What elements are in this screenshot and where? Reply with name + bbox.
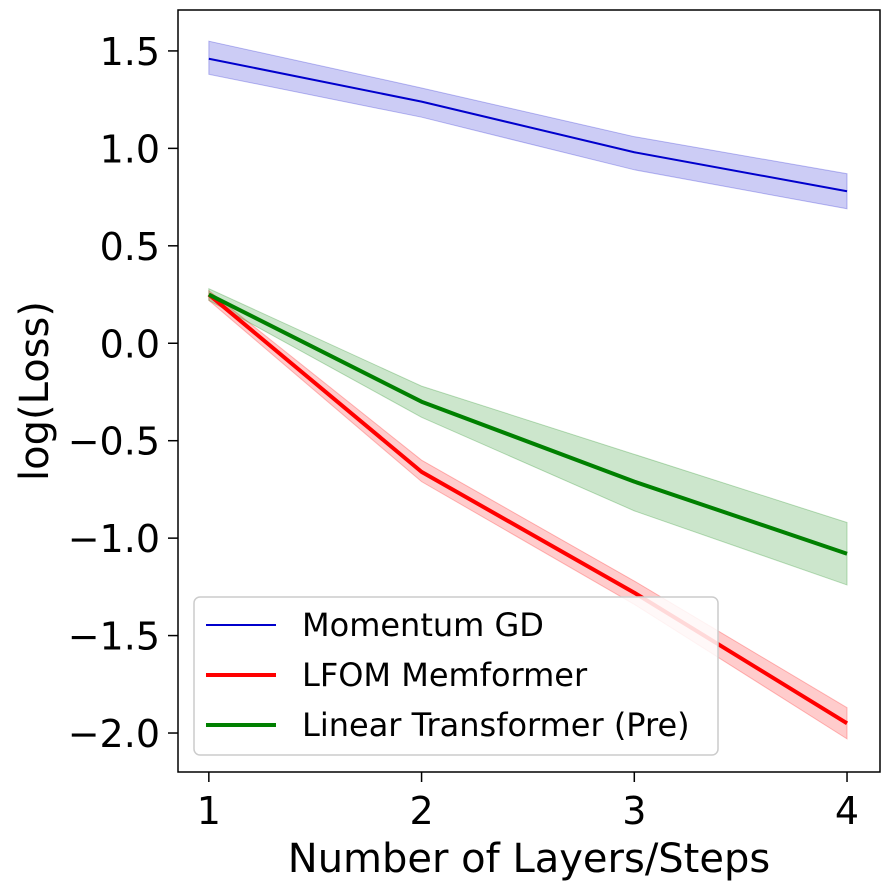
linear-transformer-pre-band	[208, 287, 848, 586]
y-tick-label: 1.0	[100, 127, 160, 171]
y-tick-label: −2.0	[68, 712, 160, 756]
y-tick-label: 0.5	[100, 225, 160, 269]
x-tick-label: 4	[835, 789, 859, 833]
x-axis-ticks: 1 2 3 4	[197, 772, 859, 833]
momentum-gd-line	[208, 57, 848, 193]
legend-label-linear-transformer-pre: Linear Transformer (Pre)	[302, 706, 690, 744]
x-tick-label: 1	[197, 789, 221, 833]
linear-transformer-pre-line	[207, 292, 848, 556]
x-axis-label: Number of Layers/Steps	[288, 836, 770, 882]
y-tick-label: −0.5	[68, 420, 160, 464]
legend-box	[193, 596, 719, 756]
y-tick-label: −1.0	[68, 517, 160, 561]
y-axis-label: log(Loss)	[12, 301, 58, 481]
legend: Momentum GD LFOM Memformer Linear Transfor…	[193, 596, 719, 756]
plot-frame	[177, 9, 881, 773]
series-lines	[207, 57, 849, 725]
legend-label-momentum-gd: Momentum GD	[302, 606, 544, 644]
y-tick-label: −1.5	[68, 615, 160, 659]
legend-label-lfom-memformer: LFOM Memformer	[302, 656, 588, 694]
x-tick-label: 3	[622, 789, 646, 833]
lfom-memformer-line	[207, 292, 849, 725]
y-axis-ticks: 1.5 1.0 0.5 0.0 −0.5 −1.0 −1.5 −2.0	[68, 30, 178, 756]
momentum-gd-band	[208, 40, 848, 210]
x-tick-label: 2	[409, 789, 433, 833]
y-tick-label: 0.0	[100, 322, 160, 366]
y-tick-label: 1.5	[100, 30, 160, 74]
